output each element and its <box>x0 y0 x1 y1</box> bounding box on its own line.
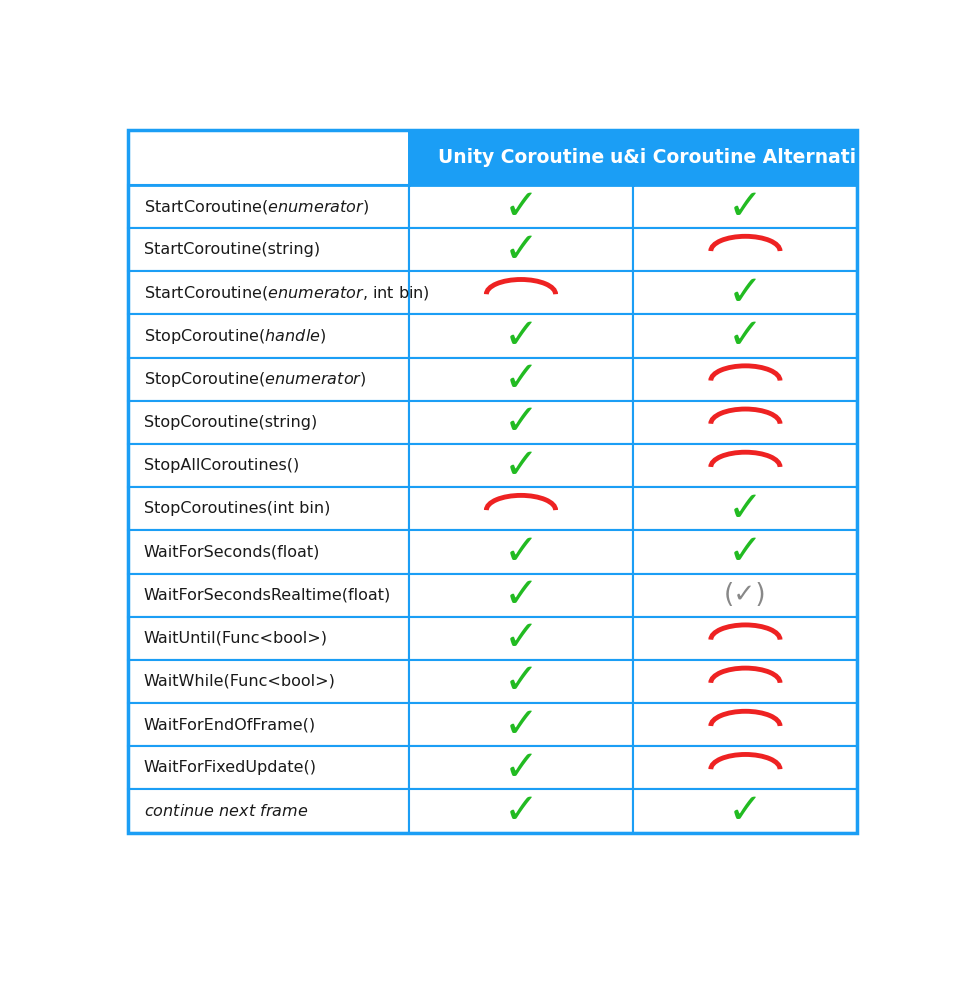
Bar <box>633 747 857 789</box>
Bar <box>408 617 633 660</box>
Text: WaitForSeconds(float): WaitForSeconds(float) <box>144 545 320 560</box>
Bar <box>408 574 633 617</box>
Text: WaitForSecondsRealtime(float): WaitForSecondsRealtime(float) <box>144 587 391 602</box>
Bar <box>633 574 857 617</box>
Bar <box>128 488 408 530</box>
Text: ✓: ✓ <box>504 617 538 660</box>
Bar <box>633 703 857 747</box>
Text: StopAllCoroutines(): StopAllCoroutines() <box>144 458 299 473</box>
Text: ✓: ✓ <box>504 402 538 443</box>
Bar <box>633 660 857 703</box>
Text: ✓: ✓ <box>728 315 763 357</box>
Bar <box>128 530 408 574</box>
Bar <box>128 444 408 488</box>
Bar <box>633 401 857 444</box>
Text: WaitUntil(Func<bool>): WaitUntil(Func<bool>) <box>144 631 328 646</box>
Text: StopCoroutines(int bin): StopCoroutines(int bin) <box>144 501 331 516</box>
Text: WaitWhile(Func<bool>): WaitWhile(Func<bool>) <box>144 674 335 689</box>
Text: ✓: ✓ <box>504 703 538 746</box>
Text: ✓: ✓ <box>728 531 763 573</box>
Bar <box>408 703 633 747</box>
Text: ✓: ✓ <box>504 790 538 832</box>
Bar <box>408 444 633 488</box>
Bar <box>408 401 633 444</box>
Bar <box>128 660 408 703</box>
Bar <box>128 747 408 789</box>
Text: ✓: ✓ <box>504 661 538 702</box>
Text: WaitForEndOfFrame(): WaitForEndOfFrame() <box>144 717 316 732</box>
Bar <box>128 271 408 315</box>
Bar <box>633 271 857 315</box>
Text: StopCoroutine($\it{enumerator}$): StopCoroutine($\it{enumerator}$) <box>144 370 366 389</box>
Bar <box>128 401 408 444</box>
Text: ✓: ✓ <box>504 575 538 616</box>
Bar <box>408 131 857 185</box>
Bar <box>408 358 633 401</box>
Text: ✓: ✓ <box>728 272 763 314</box>
Text: WaitForFixedUpdate(): WaitForFixedUpdate() <box>144 761 317 775</box>
Bar <box>128 358 408 401</box>
Text: ✓: ✓ <box>728 790 763 832</box>
Bar <box>408 789 633 833</box>
Text: StartCoroutine(string): StartCoroutine(string) <box>144 242 320 257</box>
Bar <box>408 660 633 703</box>
Text: (✓): (✓) <box>724 583 767 608</box>
Bar <box>128 131 408 185</box>
Bar <box>633 789 857 833</box>
Bar <box>633 228 857 271</box>
Text: ✓: ✓ <box>504 358 538 401</box>
Bar <box>408 228 633 271</box>
Bar <box>633 617 857 660</box>
Text: ✓: ✓ <box>504 186 538 227</box>
Bar <box>128 315 408 358</box>
Text: ✓: ✓ <box>728 488 763 530</box>
Text: StopCoroutine($\it{handle}$): StopCoroutine($\it{handle}$) <box>144 326 326 345</box>
Bar <box>128 703 408 747</box>
Bar <box>633 358 857 401</box>
Text: StartCoroutine($\it{enumerator}$, int bin): StartCoroutine($\it{enumerator}$, int bi… <box>144 284 430 302</box>
Text: ✓: ✓ <box>728 186 763 227</box>
Bar <box>633 444 857 488</box>
Bar <box>408 185 633 228</box>
Bar <box>633 131 857 185</box>
Bar <box>408 315 633 358</box>
Bar <box>128 789 408 833</box>
Bar <box>408 131 633 185</box>
Bar <box>633 185 857 228</box>
Text: ✓: ✓ <box>504 531 538 573</box>
Text: Unity Coroutine: Unity Coroutine <box>438 148 604 167</box>
Text: StopCoroutine(string): StopCoroutine(string) <box>144 415 317 430</box>
Bar <box>633 530 857 574</box>
Text: ✓: ✓ <box>504 445 538 487</box>
Bar <box>633 488 857 530</box>
Bar <box>128 617 408 660</box>
Text: StartCoroutine($\it{enumerator}$): StartCoroutine($\it{enumerator}$) <box>144 198 369 216</box>
Bar <box>408 488 633 530</box>
Bar <box>408 747 633 789</box>
Text: ✓: ✓ <box>504 228 538 271</box>
Text: ✓: ✓ <box>504 747 538 789</box>
Text: ✓: ✓ <box>504 315 538 357</box>
Bar <box>128 185 408 228</box>
Bar <box>128 228 408 271</box>
Bar <box>633 315 857 358</box>
Bar <box>408 530 633 574</box>
Bar <box>128 574 408 617</box>
Text: $\it{continue\ next\ frame}$: $\it{continue\ next\ frame}$ <box>144 803 308 819</box>
Text: u&i Coroutine Alternative: u&i Coroutine Alternative <box>610 148 881 167</box>
Bar <box>408 271 633 315</box>
